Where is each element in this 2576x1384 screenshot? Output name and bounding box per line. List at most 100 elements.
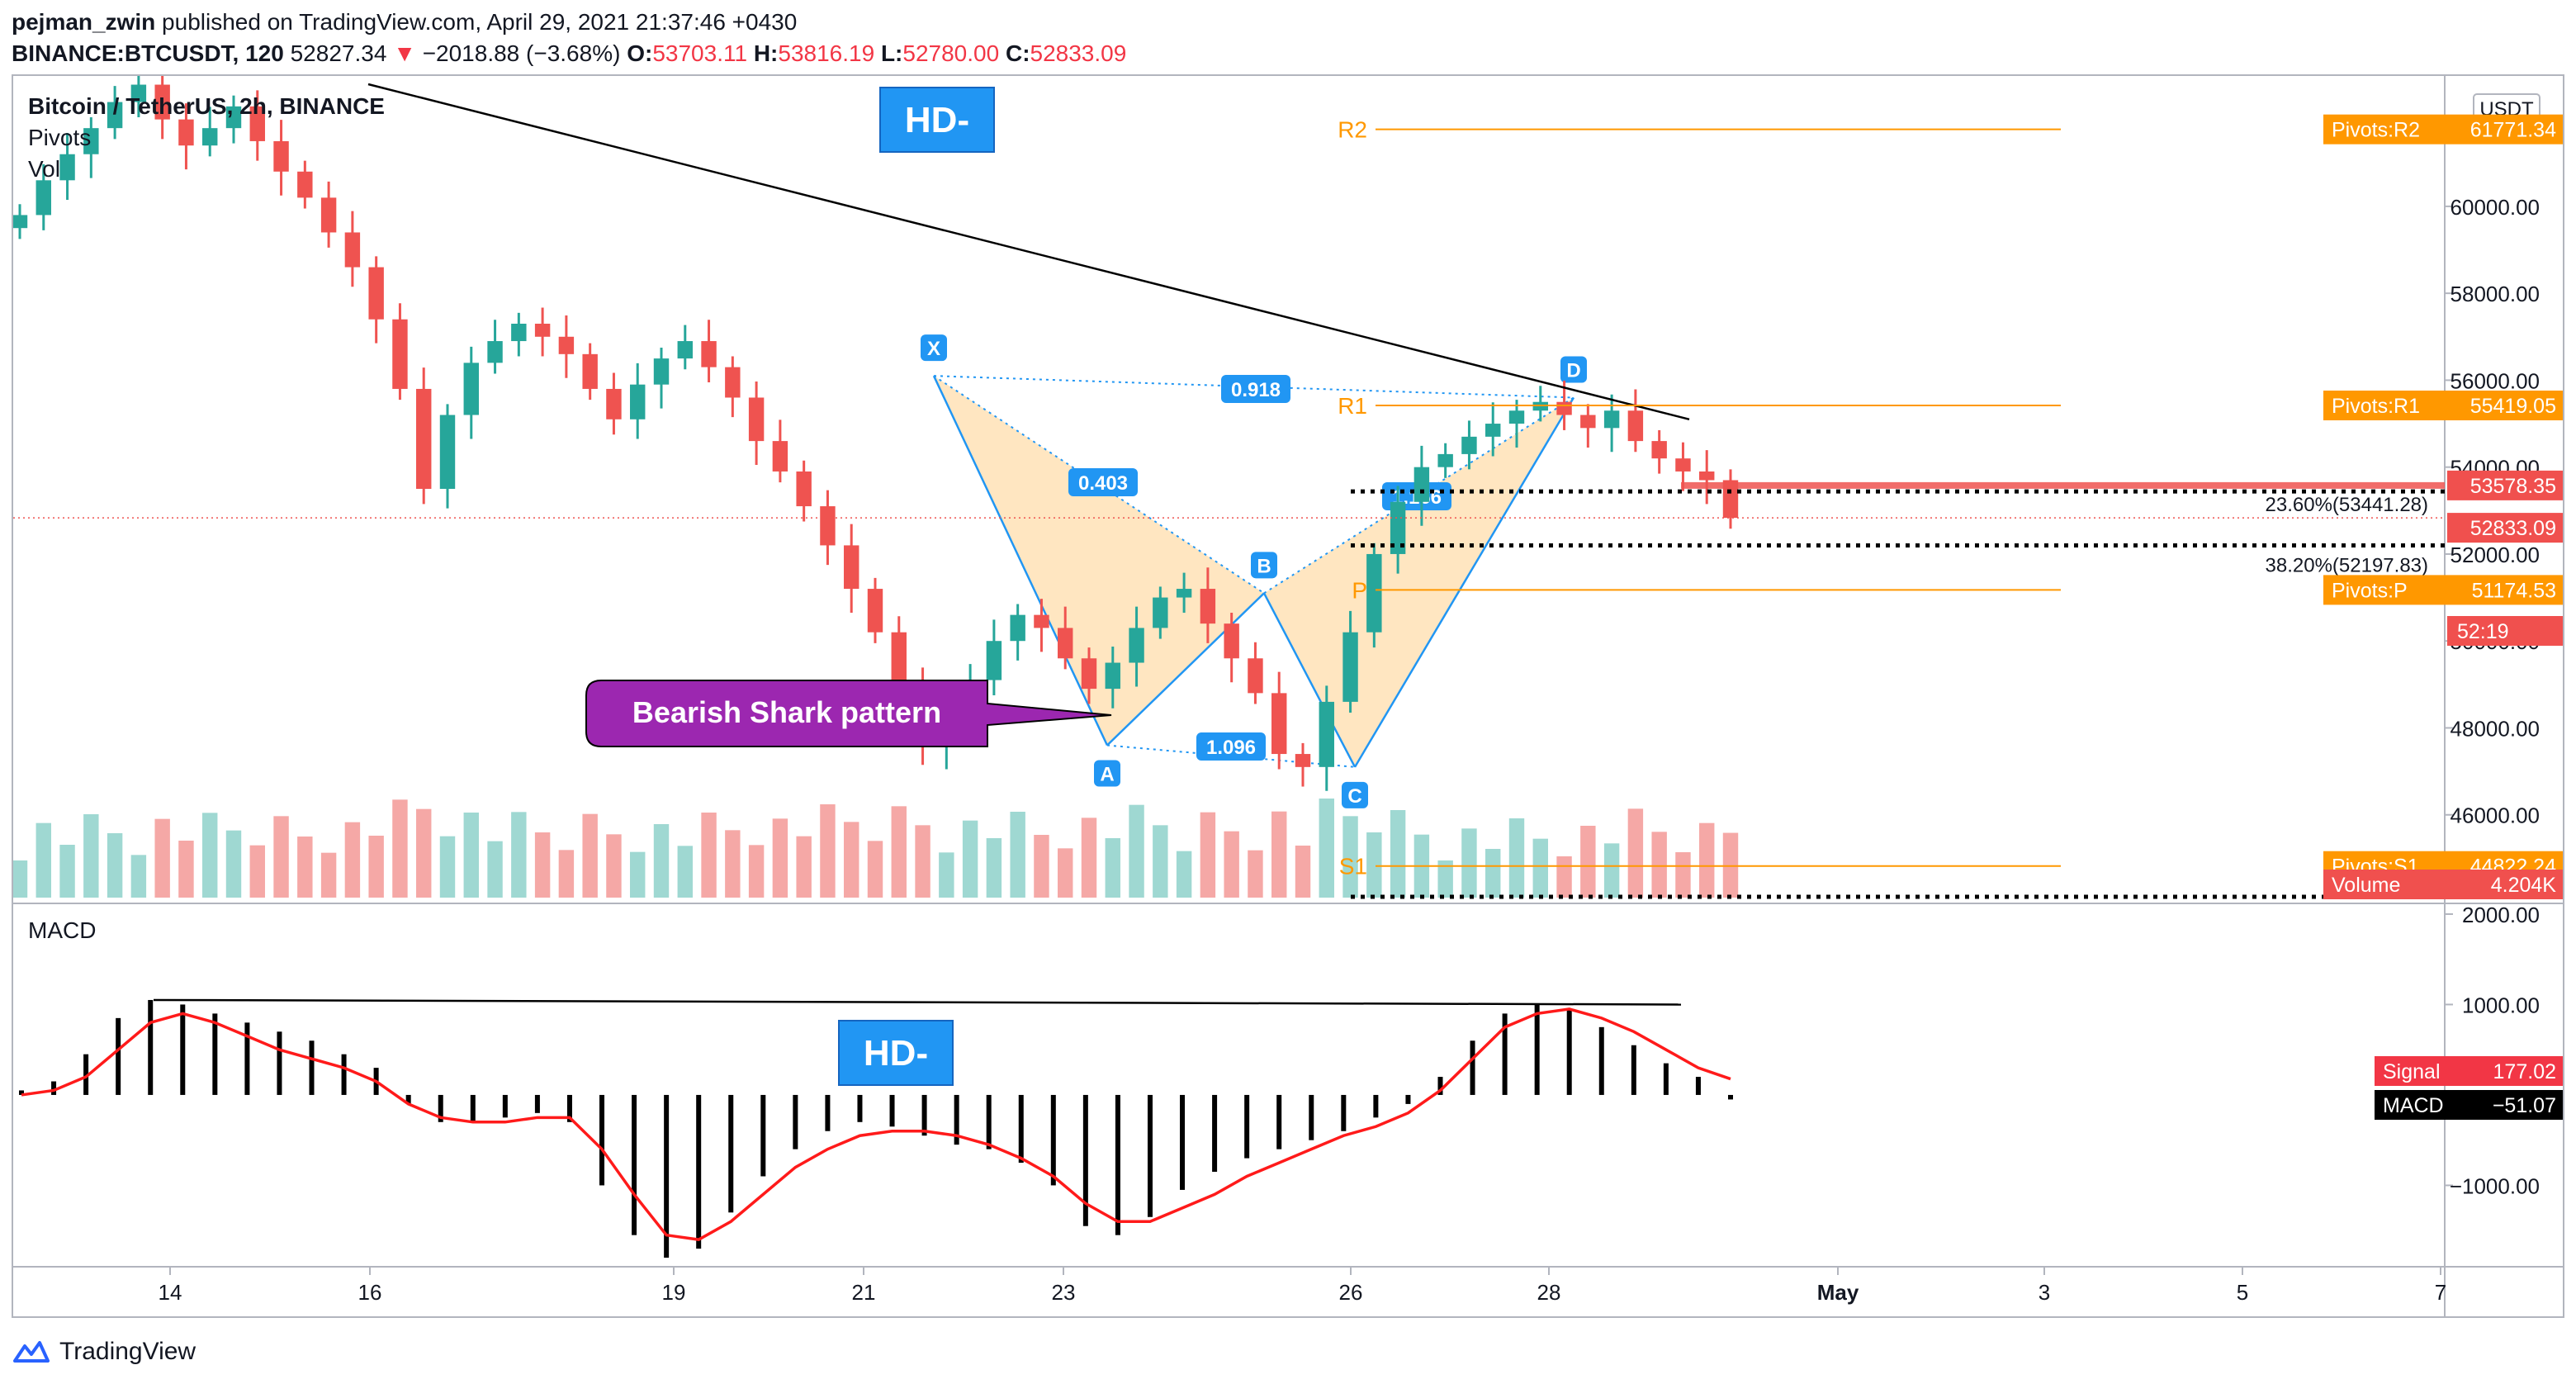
price-tick-label: 56000.00	[2451, 368, 2540, 393]
macd-histogram-bar	[1598, 1026, 1604, 1095]
macd-histogram-bar	[1502, 1013, 1508, 1095]
volume-bar	[297, 837, 313, 898]
candle-body	[1081, 658, 1097, 690]
macd-histogram-bar	[116, 1017, 121, 1095]
volume-bar	[1176, 851, 1192, 898]
candle-body	[1034, 614, 1049, 628]
candle-body	[1413, 467, 1430, 502]
publish-line: pejman_zwin published on TradingView.com…	[12, 7, 1828, 38]
legend-vol: Vol	[28, 156, 60, 182]
volume-bar	[915, 825, 930, 898]
hd-label-top	[879, 87, 995, 153]
candle-body	[1058, 628, 1073, 659]
volume-axis-label-label: Volume	[2332, 874, 2400, 897]
high-label: H:	[753, 40, 779, 66]
pattern-point-label: B	[1257, 555, 1271, 577]
last-price-label: 52833.09	[2447, 513, 2563, 543]
highlight-price-label: 53578.35	[2447, 470, 2563, 500]
macd-histogram-bar	[277, 1031, 282, 1095]
candle-body	[368, 267, 384, 320]
volume-bar	[820, 804, 836, 898]
volume-bar	[1651, 832, 1667, 898]
candle-body	[844, 545, 859, 590]
volume-bar	[677, 846, 693, 898]
volume-bar	[368, 836, 384, 898]
candle-body	[1153, 597, 1168, 628]
volume-bar	[1248, 850, 1263, 898]
pattern-point-label: X	[927, 338, 940, 360]
candle-body	[1200, 589, 1216, 624]
low-label: L:	[880, 40, 903, 66]
volume-bar	[701, 813, 717, 898]
time-tick-label: 14	[159, 1280, 182, 1305]
tradingview-brand[interactable]: TradingView	[59, 1338, 197, 1365]
candle-body	[1010, 614, 1025, 642]
volume-bar	[392, 799, 408, 898]
macd-histogram-bar	[696, 1094, 702, 1249]
time-tick-label: 3	[2039, 1280, 2050, 1305]
volume-axis-label: Volume 4.204K	[2323, 870, 2563, 899]
candle-body	[1580, 415, 1596, 429]
candle-body	[725, 367, 741, 398]
close-label: C:	[1005, 40, 1030, 66]
candle-body	[796, 471, 812, 507]
macd-histogram-bar	[857, 1094, 863, 1122]
volume-bar	[487, 841, 503, 898]
candle-body	[1342, 632, 1358, 702]
candle-body	[1699, 471, 1715, 481]
volume-bar	[1129, 804, 1144, 898]
volume-bar	[1081, 818, 1097, 898]
macd-histogram-bar	[664, 1094, 670, 1258]
macd-histogram-bar	[1212, 1094, 1218, 1173]
macd-histogram-bar	[212, 1013, 218, 1095]
volume-bar	[1319, 799, 1334, 898]
symbol-interval[interactable]: BINANCE:BTCUSDT, 120	[12, 40, 284, 66]
volume-bar	[83, 814, 99, 898]
macd-histogram-bar	[825, 1094, 831, 1131]
pattern-leg	[1262, 592, 1357, 768]
volume-bar	[1366, 832, 1382, 898]
legend-macd: MACD	[28, 917, 96, 943]
time-tick-label: 16	[358, 1280, 382, 1305]
volume-bar	[939, 852, 954, 898]
volume-bar	[511, 812, 527, 898]
author-name[interactable]: pejman_zwin	[12, 9, 156, 35]
macd-histogram-bar	[599, 1094, 605, 1186]
time-tick-label: 5	[2237, 1280, 2248, 1305]
volume-bar	[1295, 846, 1311, 898]
pattern-point-label: D	[1566, 359, 1580, 382]
macd-histogram-bar	[180, 1004, 186, 1095]
change-arrow: ▼	[393, 40, 416, 66]
candle-body	[630, 384, 646, 419]
macd-tick-label: −1000.00	[2450, 1173, 2540, 1198]
candle-body	[83, 128, 99, 154]
price-tick-label: 60000.00	[2451, 195, 2540, 220]
pivot-axis-label-p-value: 51174.53	[2472, 579, 2556, 602]
candle-body	[1176, 589, 1192, 598]
macd-histogram-bar	[1631, 1045, 1636, 1095]
macd-histogram-bar	[83, 1054, 89, 1095]
macd-histogram-bar	[244, 1022, 250, 1095]
volume-bar	[606, 834, 622, 898]
candle-body	[487, 341, 503, 363]
volume-bar	[1271, 811, 1287, 898]
macd-divergence-line	[153, 998, 1682, 1006]
volume-bar	[867, 841, 883, 898]
volume-bar	[1556, 856, 1572, 898]
time-tick-label: 19	[662, 1280, 686, 1305]
candle-body	[13, 215, 28, 229]
macd-histogram-bar	[51, 1081, 57, 1095]
pivot-axis-label-r1-bg	[2323, 390, 2563, 420]
candle-body	[891, 632, 907, 690]
candle-body	[463, 363, 479, 415]
candle-body	[1105, 662, 1120, 690]
volume-bar	[178, 841, 194, 898]
volume-bar	[1105, 838, 1120, 898]
pattern-ratio-line	[933, 375, 1574, 399]
pivot-axis-label-p-bg	[2323, 575, 2563, 605]
tradingview-logo-icon[interactable]	[12, 1339, 51, 1364]
footer: TradingView	[12, 1331, 196, 1372]
volume-bar	[558, 850, 575, 898]
